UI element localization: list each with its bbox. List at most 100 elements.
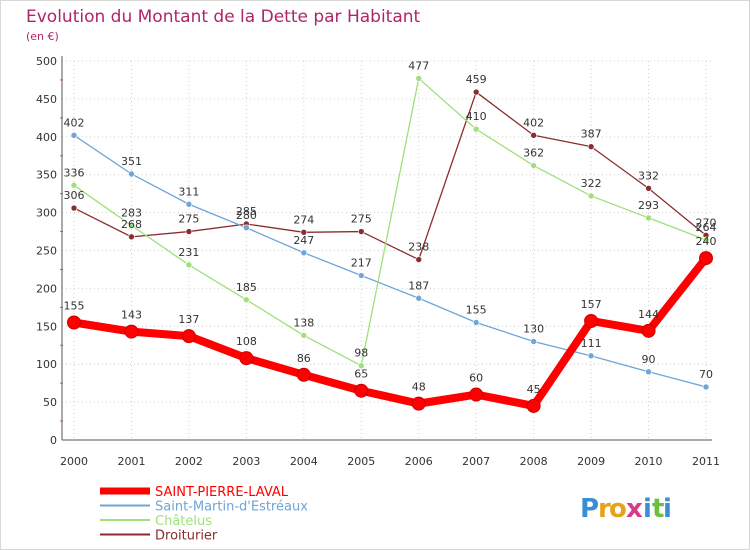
data-point xyxy=(128,222,135,229)
data-point xyxy=(70,131,78,139)
data-point xyxy=(530,131,537,139)
data-label: 86 xyxy=(297,352,311,365)
data-label: 238 xyxy=(408,241,429,254)
grid xyxy=(62,60,712,440)
data-point xyxy=(354,383,369,398)
data-point xyxy=(243,296,250,304)
data-point xyxy=(472,319,480,326)
x-tick-label: 2001 xyxy=(117,455,145,468)
data-label: 137 xyxy=(178,313,199,326)
data-label: 231 xyxy=(178,246,199,259)
data-point xyxy=(584,313,599,328)
data-label: 264 xyxy=(696,221,717,234)
data-point xyxy=(70,204,78,212)
y-tick-label: 300 xyxy=(36,207,57,220)
data-label: 336 xyxy=(64,166,85,179)
logo-letter: r xyxy=(598,494,611,524)
data-point xyxy=(357,228,365,235)
logo-letter: x xyxy=(626,494,643,524)
series-layer xyxy=(67,75,713,413)
data-point xyxy=(645,368,652,376)
data-label: 351 xyxy=(121,155,142,168)
data-label: 48 xyxy=(412,381,426,394)
data-label: 144 xyxy=(638,308,659,321)
data-point xyxy=(645,185,652,192)
data-label: 130 xyxy=(523,322,544,335)
data-label: 108 xyxy=(236,335,257,348)
data-label: 285 xyxy=(236,205,257,218)
x-tick-label: 2010 xyxy=(635,455,663,468)
data-label: 98 xyxy=(354,347,368,360)
data-point xyxy=(296,367,311,382)
data-label: 387 xyxy=(581,128,602,141)
data-label: 293 xyxy=(638,199,659,212)
y-tick-label: 100 xyxy=(36,358,57,371)
series-line-2 xyxy=(73,77,707,367)
data-label: 362 xyxy=(523,147,544,160)
data-point xyxy=(181,329,196,344)
x-tick-label: 2007 xyxy=(462,455,490,468)
data-point xyxy=(124,324,139,339)
x-tick-label: 2006 xyxy=(405,455,433,468)
data-label: 247 xyxy=(293,234,314,247)
data-label: 45 xyxy=(527,383,541,396)
legend-label: Saint-Martin-d'Estréaux xyxy=(155,500,308,515)
data-label: 157 xyxy=(581,298,602,311)
data-label: 65 xyxy=(354,368,368,381)
logo-letter: i xyxy=(643,494,652,524)
proxiti-logo: Pro x i ti xyxy=(580,494,672,524)
data-point xyxy=(415,75,423,82)
data-label: 143 xyxy=(121,309,142,322)
data-point xyxy=(530,162,537,169)
logo-letter: o xyxy=(609,494,627,524)
x-tick-label: 2004 xyxy=(290,455,318,468)
data-labels: 155 143 137 108 86 65 48 60 45 157 144 240 402 351 311… xyxy=(64,59,717,395)
data-label: 402 xyxy=(64,116,85,129)
data-label: 185 xyxy=(236,281,257,294)
series-line-3 xyxy=(73,91,707,261)
y-tick-label: 0 xyxy=(50,434,57,447)
series-line-1 xyxy=(73,134,707,388)
y-tick-label: 200 xyxy=(36,282,57,295)
data-label: 280 xyxy=(236,209,257,222)
x-tick-label: 2008 xyxy=(520,455,548,468)
data-point xyxy=(415,256,423,263)
data-label: 275 xyxy=(178,213,199,226)
legend-label: SAINT-PIERRE-LAVAL xyxy=(155,485,289,500)
data-point xyxy=(472,125,480,133)
data-label: 138 xyxy=(293,316,314,329)
data-point xyxy=(128,233,135,241)
data-point xyxy=(185,261,193,269)
data-point xyxy=(185,228,193,235)
logo-letter: P xyxy=(580,494,599,524)
data-label: 322 xyxy=(581,177,602,190)
data-label: 155 xyxy=(466,304,487,317)
data-point xyxy=(530,338,537,345)
chart-subtitle: (en €) xyxy=(26,30,59,43)
data-label: 332 xyxy=(638,169,659,182)
data-label: 70 xyxy=(699,368,713,381)
x-tick-label: 2002 xyxy=(175,455,203,468)
data-label: 283 xyxy=(121,206,142,219)
data-point xyxy=(587,143,595,150)
x-tick-label: 2000 xyxy=(60,455,88,468)
data-point xyxy=(300,229,308,236)
data-label: 217 xyxy=(351,257,372,270)
data-point xyxy=(185,200,193,208)
data-point xyxy=(239,351,254,366)
data-label: 275 xyxy=(351,213,372,226)
y-tick-label: 350 xyxy=(36,169,57,182)
data-point xyxy=(699,251,713,266)
data-point xyxy=(645,214,652,222)
data-point xyxy=(128,170,135,178)
logo-letter: t xyxy=(652,494,664,524)
data-label: 268 xyxy=(121,218,142,231)
data-label: 187 xyxy=(408,279,429,292)
data-label: 477 xyxy=(408,59,429,72)
data-point xyxy=(702,383,710,391)
legend: SAINT-PIERRE-LAVALSaint-Martin-d'Estréau… xyxy=(100,485,308,544)
data-label: 410 xyxy=(466,110,487,123)
data-label: 274 xyxy=(293,213,314,226)
data-label: 111 xyxy=(581,337,602,350)
x-tick-label: 2009 xyxy=(577,455,605,468)
